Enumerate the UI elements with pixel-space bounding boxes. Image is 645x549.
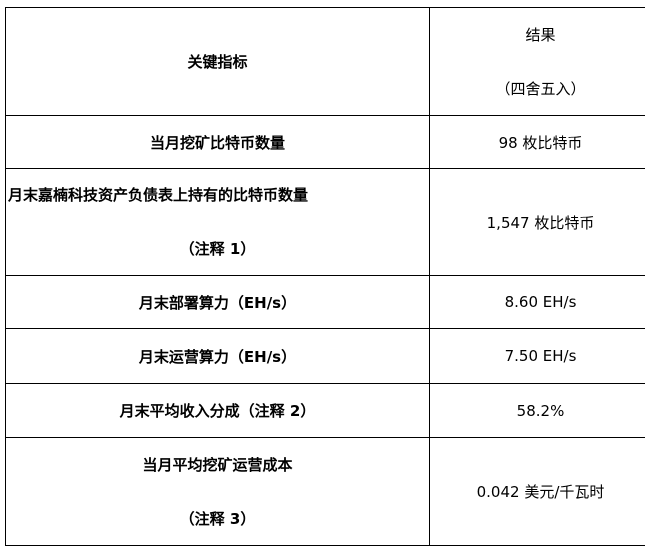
header-key-metrics: 关键指标 <box>5 7 430 116</box>
metric-value: 8.60 EH/s <box>429 275 645 329</box>
metric-label-note: （注释 1） <box>179 240 256 258</box>
metric-value: 58.2% <box>429 383 645 438</box>
result-note: （四舍五入） <box>495 79 586 98</box>
metric-label: 月末部署算力（EH/s） <box>5 275 430 329</box>
metric-value: 7.50 EH/s <box>429 328 645 384</box>
table-row: 月末部署算力（EH/s） 8.60 EH/s <box>5 275 645 329</box>
key-metrics-table: 关键指标 结果 （四舍五入） 当月挖矿比特币数量 98 枚比特币 月末嘉楠科技资… <box>5 7 645 546</box>
metric-value: 98 枚比特币 <box>429 115 645 169</box>
metric-label: 月末运营算力（EH/s） <box>5 328 430 384</box>
metric-label: 当月平均挖矿运营成本 （注释 3） <box>5 437 430 546</box>
header-row: 关键指标 结果 （四舍五入） <box>5 7 645 116</box>
metric-label-note: （注释 3） <box>179 509 256 528</box>
metric-label: 当月挖矿比特币数量 <box>5 115 430 169</box>
table-row: 当月平均挖矿运营成本 （注释 3） 0.042 美元/千瓦时 <box>5 437 645 546</box>
metric-value: 0.042 美元/千瓦时 <box>429 437 645 546</box>
metric-label: 月末嘉楠科技资产负债表上持有的比特币数量 （注释 1） <box>5 168 430 276</box>
table-row: 月末嘉楠科技资产负债表上持有的比特币数量 （注释 1） 1,547 枚比特币 <box>5 168 645 276</box>
result-label: 结果 <box>525 25 556 44</box>
header-result: 结果 （四舍五入） <box>429 7 645 116</box>
metric-label-text: 当月平均挖矿运营成本 <box>142 455 293 474</box>
metric-value: 1,547 枚比特币 <box>429 168 645 276</box>
table-row: 月末运营算力（EH/s） 7.50 EH/s <box>5 328 645 384</box>
metric-label-text: 月末嘉楠科技资产负债表上持有的比特币数量 <box>8 186 309 204</box>
metric-label: 月末平均收入分成（注释 2） <box>5 383 430 438</box>
table-row: 月末平均收入分成（注释 2） 58.2% <box>5 383 645 438</box>
table-row: 当月挖矿比特币数量 98 枚比特币 <box>5 115 645 169</box>
